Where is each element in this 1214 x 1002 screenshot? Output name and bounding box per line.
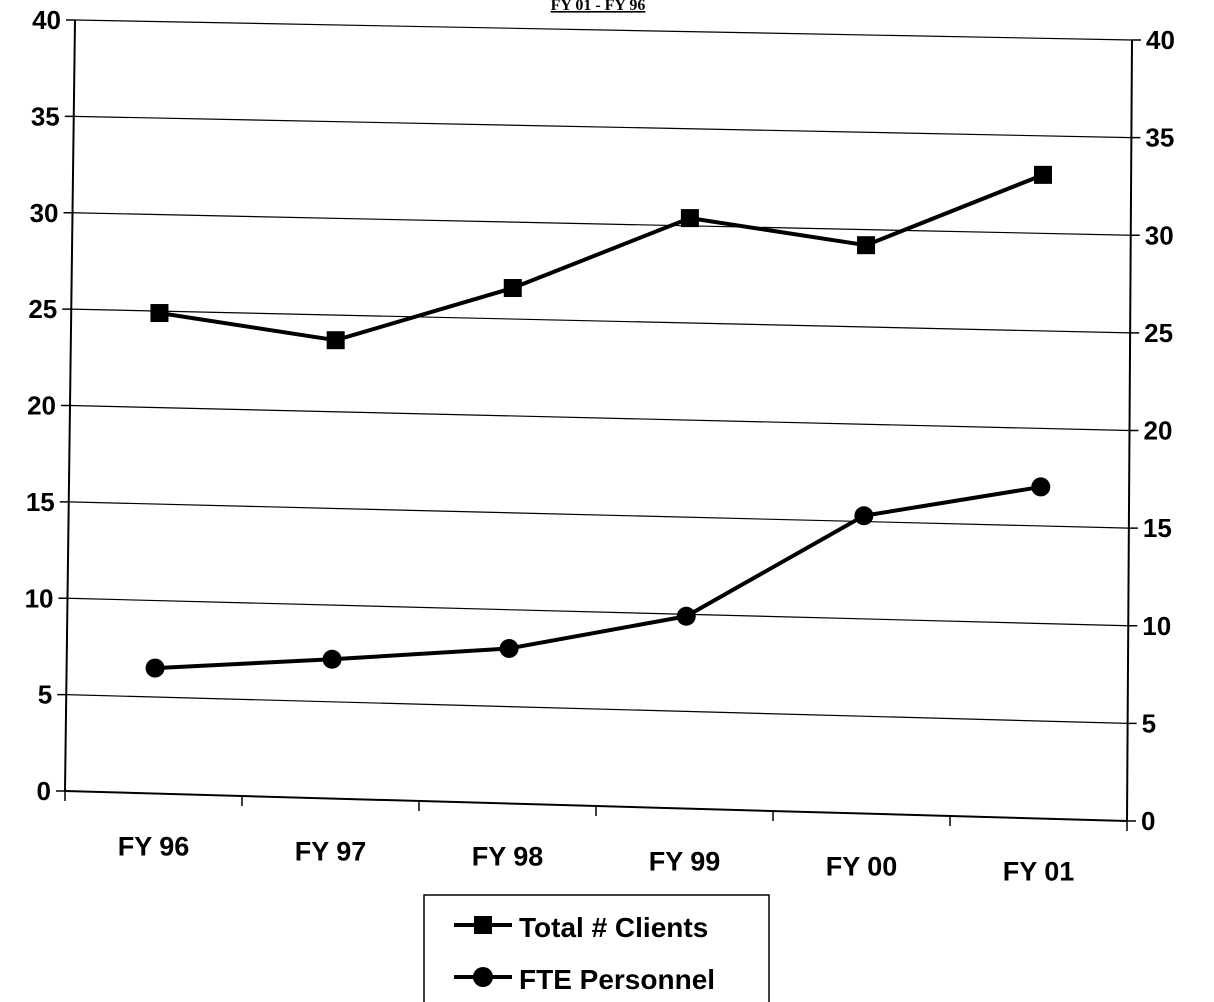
- series-line: [154, 484, 1042, 671]
- gridline: [69, 404, 1130, 432]
- legend: Total # Clients FTE Personnel: [423, 894, 770, 1002]
- right-y-tick-label: 35: [1145, 123, 1174, 153]
- right-y-tick-label: 10: [1142, 611, 1171, 641]
- right-y-tick-label: 40: [1146, 25, 1175, 55]
- legend-marker-circle: [473, 967, 493, 987]
- data-point-circle: [1031, 477, 1051, 497]
- left-y-axis: [64, 19, 76, 792]
- right-y-tick-label: 20: [1144, 416, 1173, 446]
- data-point-circle: [854, 506, 874, 526]
- data-point-square: [680, 209, 699, 228]
- data-point-square: [1033, 165, 1052, 184]
- data-point-square: [857, 236, 876, 255]
- left-y-tick-label: 10: [25, 583, 54, 613]
- x-tick-label: FY 96: [118, 832, 190, 862]
- gridline: [68, 501, 1129, 529]
- left-y-tick-label: 15: [26, 487, 55, 517]
- left-y-tick-label: 40: [32, 5, 61, 35]
- gridline: [71, 308, 1131, 334]
- legend-label: Total # Clients: [519, 912, 708, 943]
- series-line: [159, 173, 1044, 343]
- data-point-square: [326, 331, 345, 350]
- data-point-square: [150, 304, 169, 323]
- right-y-tick-labels: 0 5 10 15 20 25 30 35 40: [1141, 25, 1175, 836]
- axes: [56, 19, 1141, 831]
- data-point-circle: [676, 606, 696, 626]
- right-y-axis: [1126, 39, 1133, 822]
- gridlines: [66, 19, 1133, 724]
- left-y-tick-label: 0: [37, 776, 51, 806]
- series-group: [145, 165, 1052, 678]
- gridline: [73, 115, 1132, 139]
- left-y-tick-label: 30: [30, 198, 59, 228]
- left-y-tick-label: 25: [28, 294, 57, 324]
- data-point-circle: [145, 658, 165, 678]
- x-tick-label: FY 01: [1003, 857, 1075, 887]
- gridline: [67, 597, 1129, 627]
- x-tick-label: FY 97: [295, 837, 367, 867]
- left-y-tick-label: 5: [38, 680, 52, 710]
- right-y-tick-label: 0: [1141, 806, 1155, 836]
- legend-label: FTE Personnel: [519, 964, 715, 995]
- gridline: [66, 694, 1128, 724]
- left-y-tick-label: 20: [27, 391, 56, 421]
- gridline: [72, 212, 1131, 236]
- gridline: [74, 19, 1133, 41]
- data-point-circle: [499, 638, 519, 658]
- right-y-tick-label: 15: [1143, 513, 1172, 543]
- left-y-tick-label: 35: [31, 101, 60, 131]
- data-point-square: [503, 279, 522, 298]
- x-tick-labels: FY 96 FY 97 FY 98 FY 99 FY 00 FY 01: [118, 832, 1075, 887]
- legend-marker-square: [474, 916, 492, 934]
- left-y-tick-labels: 0 5 10 15 20 25 30 35 40: [25, 5, 61, 806]
- x-tick-label: FY 99: [649, 847, 721, 877]
- x-tick-label: FY 98: [472, 842, 544, 872]
- right-y-tick-label: 25: [1144, 318, 1173, 348]
- data-point-circle: [322, 649, 342, 669]
- right-y-tick-label: 5: [1142, 708, 1156, 738]
- chart-subtitle: FY 01 - FY 96: [551, 0, 646, 14]
- right-y-tick-label: 30: [1145, 220, 1174, 250]
- x-tick-label: FY 00: [826, 852, 898, 882]
